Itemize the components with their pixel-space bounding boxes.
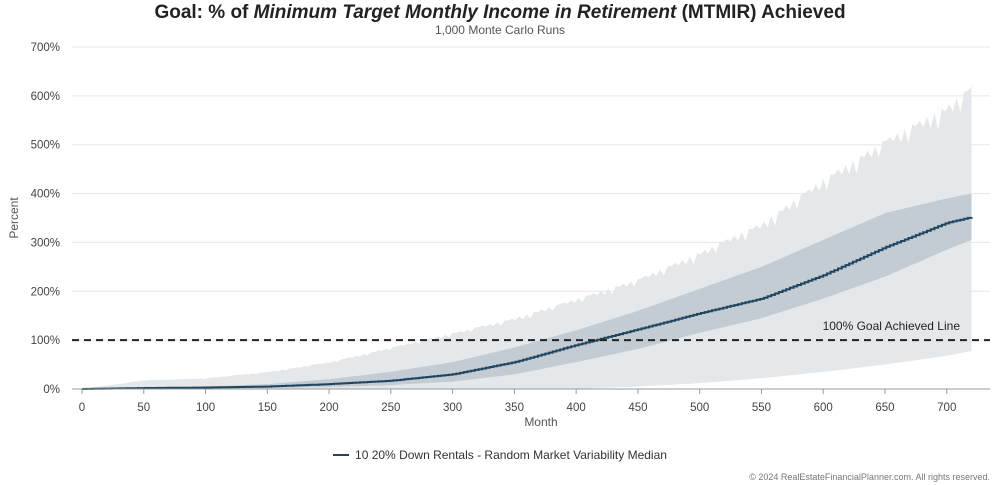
chart-title: Goal: % of Minimum Target Monthly Income…	[0, 2, 1000, 24]
chart-legend[interactable]: 10 20% Down Rentals - Random Market Vari…	[0, 448, 1000, 462]
x-tick-label: 550	[752, 402, 771, 414]
y-tick-label: 300%	[31, 237, 60, 249]
copyright-notice: © 2024 RealEstateFinancialPlanner.com. A…	[749, 472, 990, 482]
median-line	[82, 216, 973, 390]
chart-title-emphasis: Minimum Target Monthly Income in Retirem…	[253, 2, 677, 23]
x-tick-label: 450	[628, 402, 647, 414]
chart-subtitle: 1,000 Monte Carlo Runs	[434, 23, 566, 37]
x-tick-label: 650	[875, 402, 894, 414]
legend-label: 10 20% Down Rentals - Random Market Vari…	[355, 448, 667, 462]
y-tick-label: 100%	[31, 335, 60, 347]
inner-range-band	[82, 193, 972, 389]
x-tick-label: 700	[937, 402, 956, 414]
y-tick-label: 0%	[43, 384, 60, 396]
x-tick-label: 350	[505, 402, 524, 414]
y-tick-label: 200%	[31, 286, 60, 298]
x-tick-label: 600	[814, 402, 833, 414]
y-tick-label: 700%	[31, 42, 60, 54]
y-tick-label: 500%	[31, 140, 60, 152]
x-tick-label: 300	[443, 402, 462, 414]
chart-title-prefix: Goal: % of	[154, 2, 254, 23]
x-axis-title: Month	[524, 415, 557, 429]
chart-title-suffix: (MTMIR) Achieved	[676, 2, 846, 23]
x-tick-label: 500	[690, 402, 709, 414]
y-tick-label: 600%	[31, 91, 60, 103]
legend-line-swatch	[333, 453, 350, 456]
y-tick-label: 400%	[31, 189, 60, 201]
x-tick-label: 50	[137, 402, 150, 414]
x-tick-label: 400	[567, 402, 586, 414]
goal-line-label: 100% Goal Achieved Line	[823, 319, 961, 333]
x-tick-label: 0	[79, 402, 85, 414]
x-tick-label: 200	[319, 402, 338, 414]
x-tick-label: 150	[258, 402, 277, 414]
x-tick-label: 100	[196, 402, 215, 414]
y-axis-title: Percent	[7, 197, 21, 239]
x-tick-label: 250	[381, 402, 400, 414]
